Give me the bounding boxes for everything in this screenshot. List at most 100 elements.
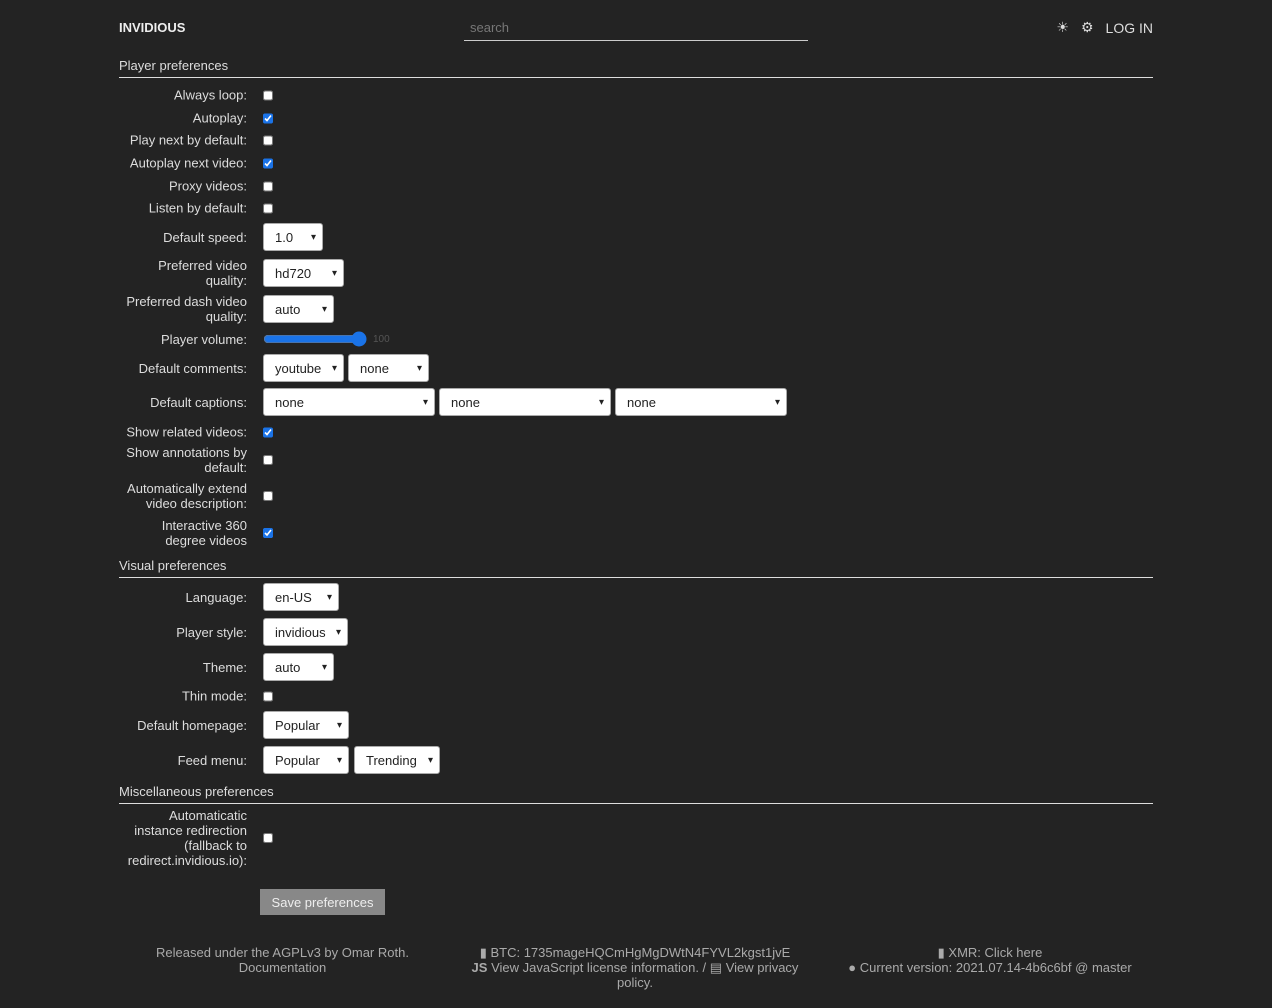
section-heading: Miscellaneous preferences: [119, 784, 1153, 804]
preference-controls: 100: [263, 331, 390, 347]
preference-select[interactable]: none ▾: [615, 388, 787, 416]
volume-slider[interactable]: [263, 331, 367, 347]
wallet-icon: ▮: [937, 945, 945, 960]
preference-row: Language: en-US ▾: [119, 583, 339, 611]
preference-checkbox[interactable]: [263, 528, 273, 538]
preference-label: Language:: [185, 589, 247, 605]
preference-row: Interactive 360 degree videos: [119, 518, 273, 548]
github-icon: ●: [848, 960, 857, 975]
preference-checkbox[interactable]: [263, 113, 273, 123]
privacy-policy-link[interactable]: View privacy policy.: [617, 960, 799, 990]
preference-row: Default speed: 1.0 ▾: [119, 223, 323, 251]
preference-checkbox[interactable]: [263, 691, 273, 701]
preference-controls: [263, 491, 273, 501]
preference-select[interactable]: invidious ▾: [263, 618, 348, 646]
preference-label: Preferred dash video quality:: [126, 294, 247, 324]
preference-select[interactable]: none ▾: [263, 388, 435, 416]
preference-controls: [263, 113, 273, 123]
preference-controls: [263, 528, 273, 538]
preference-row: Player volume: 100: [119, 331, 390, 347]
preference-label: Listen by default:: [148, 200, 247, 216]
preference-select[interactable]: auto ▾: [263, 653, 334, 681]
preference-checkbox[interactable]: [263, 90, 273, 100]
preference-checkbox[interactable]: [263, 455, 273, 465]
preference-label: Thin mode:: [181, 688, 247, 704]
header-actions: ☀ ⚙ LOG IN: [1056, 19, 1153, 36]
preference-row: Automaticatic instance redirection (fall…: [119, 808, 273, 868]
preference-controls: none ▾ none ▾ none ▾: [263, 388, 787, 416]
preference-select[interactable]: 1.0 ▾: [263, 223, 323, 251]
preference-label: Automaticatic instance redirection (fall…: [127, 808, 247, 868]
chevron-down-icon: ▾: [336, 754, 342, 766]
search-input[interactable]: [464, 14, 808, 41]
preference-checkbox[interactable]: [263, 203, 273, 213]
section-heading: Visual preferences: [119, 558, 1153, 578]
preference-controls: en-US ▾: [263, 583, 339, 611]
preference-row: Autoplay next video:: [119, 156, 273, 171]
documentation-link[interactable]: Documentation: [238, 960, 327, 975]
preference-checkbox[interactable]: [263, 181, 273, 191]
select-value: Trending: [366, 752, 417, 768]
separator: /: [698, 960, 710, 975]
preference-row: Thin mode:: [119, 689, 273, 704]
preferences-gear-icon[interactable]: ⚙: [1080, 19, 1094, 35]
chevron-down-icon: ▾: [310, 231, 316, 243]
preference-label: Theme:: [202, 659, 247, 675]
preference-controls: [263, 833, 273, 843]
preference-label: Automatically extend video description:: [127, 481, 247, 511]
preference-label: Player style:: [176, 624, 247, 640]
preference-select[interactable]: none ▾: [439, 388, 611, 416]
preference-label: Player volume:: [161, 331, 247, 347]
preference-label: Always loop:: [174, 87, 247, 103]
preference-select[interactable]: en-US ▾: [263, 583, 339, 611]
preference-label: Show related videos:: [126, 424, 247, 440]
preference-controls: [263, 691, 273, 701]
preference-select[interactable]: none ▾: [348, 354, 429, 382]
preference-select[interactable]: Trending ▾: [354, 746, 440, 774]
chevron-down-icon: ▾: [422, 396, 428, 408]
js-license-link[interactable]: View JavaScript license information.: [491, 960, 699, 975]
preference-row: Show related videos:: [119, 425, 273, 440]
brand-logo[interactable]: INVIDIOUS: [119, 20, 186, 35]
preference-checkbox[interactable]: [263, 491, 273, 501]
chevron-down-icon: ▾: [774, 396, 780, 408]
preference-checkbox[interactable]: [263, 158, 273, 168]
footer-center: ▮ BTC: 1735mageHQCmHgMgDWtN4FYVL2kgst1jv…: [470, 945, 800, 990]
preference-controls: auto ▾: [263, 295, 334, 323]
volume-value: 100: [373, 333, 390, 345]
preference-checkbox[interactable]: [263, 135, 273, 145]
preference-controls: 1.0 ▾: [263, 223, 323, 251]
footer-right: ▮ XMR: Click here ● Current version: 202…: [840, 945, 1140, 975]
preference-select[interactable]: Popular ▾: [263, 746, 349, 774]
login-link[interactable]: LOG IN: [1105, 19, 1153, 36]
select-value: youtube: [275, 360, 322, 376]
preference-controls: invidious ▾: [263, 618, 348, 646]
select-value: none: [627, 394, 656, 410]
select-value: none: [360, 360, 389, 376]
preference-select[interactable]: auto ▾: [263, 295, 334, 323]
preference-label: Default homepage:: [137, 717, 247, 733]
chevron-down-icon: ▾: [331, 267, 337, 279]
preference-checkbox[interactable]: [263, 427, 273, 437]
preference-label: Autoplay next video:: [129, 155, 247, 171]
xmr-link[interactable]: XMR: Click here: [948, 945, 1043, 960]
version-text[interactable]: Current version: 2021.07.14-4b6c6bf @ ma…: [859, 960, 1132, 975]
document-icon: ▤: [709, 960, 723, 975]
chevron-down-icon: ▾: [598, 396, 604, 408]
preference-controls: [263, 90, 273, 100]
save-preferences-button[interactable]: Save preferences: [260, 889, 385, 915]
preference-row: Automatically extend video description:: [119, 481, 273, 511]
select-value: auto: [275, 301, 301, 317]
chevron-down-icon: ▾: [416, 362, 422, 374]
preference-select[interactable]: Popular ▾: [263, 711, 349, 739]
preference-checkbox[interactable]: [263, 833, 273, 843]
preference-row: Default comments: youtube ▾ none ▾: [119, 354, 429, 382]
theme-toggle-icon[interactable]: ☀: [1056, 19, 1069, 35]
preference-select[interactable]: hd720 ▾: [263, 259, 344, 287]
preference-label: Play next by default:: [129, 132, 247, 148]
preference-row: Autoplay:: [119, 111, 273, 126]
preference-select[interactable]: youtube ▾: [263, 354, 344, 382]
btc-address: BTC: 1735mageHQCmHgMgDWtN4FYVL2kgst1jvE: [490, 945, 791, 960]
preference-controls: [263, 158, 273, 168]
preference-label: Default captions:: [150, 394, 247, 410]
